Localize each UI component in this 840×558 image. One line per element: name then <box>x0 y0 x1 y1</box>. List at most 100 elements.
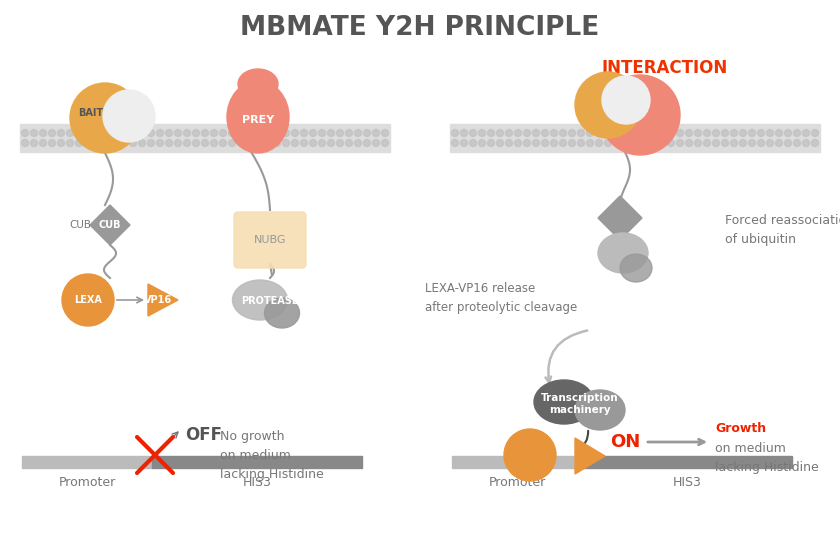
Ellipse shape <box>49 140 55 147</box>
Ellipse shape <box>175 129 181 137</box>
Bar <box>22 456 152 468</box>
Circle shape <box>575 72 641 138</box>
Ellipse shape <box>76 140 82 147</box>
Text: ON: ON <box>610 433 640 451</box>
Ellipse shape <box>685 140 692 147</box>
Ellipse shape <box>785 129 791 137</box>
Ellipse shape <box>354 140 361 147</box>
Polygon shape <box>90 205 130 245</box>
Ellipse shape <box>228 129 235 137</box>
Ellipse shape <box>758 129 764 137</box>
Ellipse shape <box>202 140 208 147</box>
Ellipse shape <box>722 129 728 137</box>
Ellipse shape <box>372 140 380 147</box>
Ellipse shape <box>93 140 101 147</box>
Ellipse shape <box>345 140 353 147</box>
Text: Promoter: Promoter <box>488 477 546 489</box>
Text: Transcription
machinery: Transcription machinery <box>541 393 619 415</box>
Circle shape <box>602 76 650 124</box>
Ellipse shape <box>328 140 334 147</box>
Ellipse shape <box>668 140 675 147</box>
Ellipse shape <box>192 129 200 137</box>
Ellipse shape <box>534 380 594 424</box>
Circle shape <box>600 75 680 155</box>
Ellipse shape <box>219 129 227 137</box>
Ellipse shape <box>496 140 503 147</box>
Ellipse shape <box>704 140 711 147</box>
Circle shape <box>504 429 556 481</box>
Ellipse shape <box>175 140 181 147</box>
Ellipse shape <box>219 140 227 147</box>
Ellipse shape <box>165 140 172 147</box>
Ellipse shape <box>613 129 621 137</box>
Ellipse shape <box>649 140 657 147</box>
Ellipse shape <box>479 140 486 147</box>
Ellipse shape <box>211 140 218 147</box>
Text: HIS3: HIS3 <box>243 477 271 489</box>
Ellipse shape <box>372 129 380 137</box>
Ellipse shape <box>767 140 774 147</box>
Ellipse shape <box>794 140 801 147</box>
Ellipse shape <box>354 129 361 137</box>
Ellipse shape <box>550 129 558 137</box>
Ellipse shape <box>120 129 128 137</box>
Ellipse shape <box>559 140 566 147</box>
Ellipse shape <box>39 140 46 147</box>
Ellipse shape <box>93 129 101 137</box>
Ellipse shape <box>775 140 783 147</box>
Ellipse shape <box>722 140 728 147</box>
Ellipse shape <box>452 140 459 147</box>
Ellipse shape <box>337 140 344 147</box>
Ellipse shape <box>274 140 281 147</box>
Ellipse shape <box>165 129 172 137</box>
Ellipse shape <box>102 129 109 137</box>
Ellipse shape <box>211 129 218 137</box>
Ellipse shape <box>695 140 701 147</box>
Ellipse shape <box>255 129 263 137</box>
Ellipse shape <box>129 129 136 137</box>
Text: LEXA: LEXA <box>74 295 102 305</box>
Ellipse shape <box>192 140 200 147</box>
Bar <box>20 124 390 152</box>
Ellipse shape <box>586 129 594 137</box>
FancyBboxPatch shape <box>234 212 306 268</box>
Ellipse shape <box>156 129 164 137</box>
Ellipse shape <box>233 280 287 320</box>
Ellipse shape <box>622 140 629 147</box>
Ellipse shape <box>598 233 648 273</box>
Circle shape <box>103 90 155 142</box>
Ellipse shape <box>120 140 128 147</box>
Ellipse shape <box>569 140 575 147</box>
Ellipse shape <box>550 140 558 147</box>
Ellipse shape <box>22 129 29 137</box>
Ellipse shape <box>282 129 290 137</box>
Text: Promoter: Promoter <box>58 477 116 489</box>
Text: OFF: OFF <box>185 426 222 444</box>
Ellipse shape <box>523 129 531 137</box>
Text: on medium
lacking Histidine: on medium lacking Histidine <box>715 442 819 474</box>
Ellipse shape <box>542 129 549 137</box>
Ellipse shape <box>202 129 208 137</box>
Ellipse shape <box>291 140 298 147</box>
Bar <box>452 456 582 468</box>
Ellipse shape <box>85 129 92 137</box>
Ellipse shape <box>238 129 244 137</box>
Ellipse shape <box>695 129 701 137</box>
Ellipse shape <box>811 129 818 137</box>
Ellipse shape <box>238 69 278 99</box>
Text: CUB: CUB <box>69 220 91 230</box>
Ellipse shape <box>506 140 512 147</box>
Ellipse shape <box>748 129 755 137</box>
Ellipse shape <box>318 129 326 137</box>
Ellipse shape <box>659 129 665 137</box>
Ellipse shape <box>559 129 566 137</box>
Text: CUB: CUB <box>99 220 121 230</box>
Ellipse shape <box>785 140 791 147</box>
Text: MBMATE Y2H PRINCIPLE: MBMATE Y2H PRINCIPLE <box>240 15 600 41</box>
Ellipse shape <box>775 129 783 137</box>
Ellipse shape <box>575 390 625 430</box>
Ellipse shape <box>364 140 370 147</box>
Text: Forced reassociation
of ubiquitin: Forced reassociation of ubiquitin <box>725 214 840 246</box>
Ellipse shape <box>506 129 512 137</box>
Text: NUBG: NUBG <box>254 235 286 245</box>
